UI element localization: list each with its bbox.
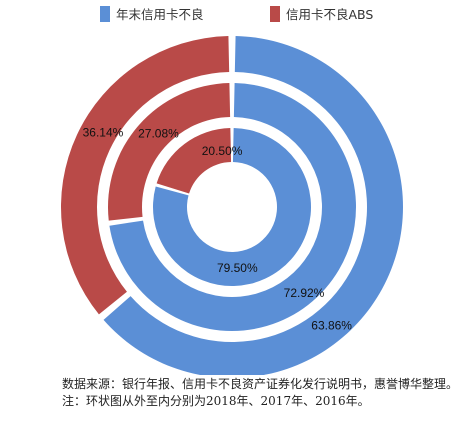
legend-swatch-red <box>270 5 280 22</box>
slice-label-2-0: 79.50% <box>217 261 258 275</box>
slice-label-0-0: 63.86% <box>311 319 352 333</box>
slice-2-1 <box>156 128 232 194</box>
chart-notes: 数据来源：银行年报、信用卡不良资产证券化发行说明书，惠誉博华整理。 注：环状图从… <box>62 376 462 410</box>
nested-donut-chart: 63.86% 36.14% 72.92% 27.08% 79.50% 20.50% <box>61 36 403 375</box>
legend-item-card-npl: 年末信用卡不良 <box>100 4 204 23</box>
slice-1-1 <box>108 83 231 221</box>
legend-label-card-npl: 年末信用卡不良 <box>116 7 204 22</box>
legend: 年末信用卡不良 信用卡不良ABS <box>0 2 471 24</box>
slice-2-0 <box>153 128 311 286</box>
slice-label-2-1: 20.50% <box>202 144 243 158</box>
slice-label-1-0: 72.92% <box>284 286 325 300</box>
legend-label-abs: 信用卡不良ABS <box>286 7 374 22</box>
slice-label-1-1: 27.08% <box>138 126 179 140</box>
legend-item-abs: 信用卡不良ABS <box>270 4 373 23</box>
source-note: 数据来源：银行年报、信用卡不良资产证券化发行说明书，惠誉博华整理。 <box>62 377 459 391</box>
slice-0-0 <box>103 36 403 375</box>
legend-swatch-blue <box>100 5 110 22</box>
ring-order-note: 注：环状图从外至内分别为2018年、2017年、2016年。 <box>62 394 370 408</box>
slice-label-0-1: 36.14% <box>83 126 124 140</box>
slice-0-1 <box>61 36 230 315</box>
